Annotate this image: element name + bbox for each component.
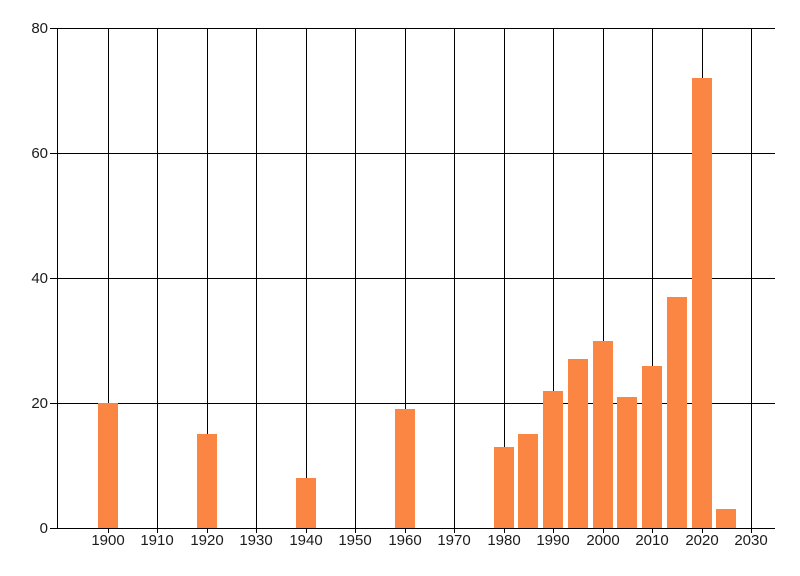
x-tick-label: 1930	[239, 532, 273, 549]
bar	[395, 409, 415, 528]
x-tick-label: 1910	[140, 532, 174, 549]
bar	[568, 359, 588, 528]
h-gridline	[50, 153, 775, 154]
x-tick-label: 1950	[338, 532, 372, 549]
x-tick-label: 1970	[437, 532, 471, 549]
x-tick-label: 1990	[536, 532, 570, 549]
x-tick-label: 2030	[734, 532, 768, 549]
x-tick-label: 1920	[190, 532, 224, 549]
bar	[197, 434, 217, 528]
v-gridline	[751, 28, 752, 533]
bar	[98, 403, 118, 528]
h-gridline	[50, 278, 775, 279]
y-tick-label: 40	[31, 270, 48, 287]
x-tick-label: 1940	[289, 532, 323, 549]
bar	[593, 340, 613, 528]
x-tick-label: 1980	[487, 532, 521, 549]
x-tick-label: 2000	[586, 532, 620, 549]
bar	[642, 365, 662, 528]
y-tick-label: 20	[31, 395, 48, 412]
bar	[494, 446, 514, 528]
v-gridline	[652, 28, 653, 533]
y-tick-label: 60	[31, 145, 48, 162]
y-tick-label: 80	[31, 20, 48, 37]
bar	[692, 78, 712, 528]
v-gridline	[355, 28, 356, 533]
v-gridline	[207, 28, 208, 533]
bar	[667, 296, 687, 528]
h-gridline	[50, 28, 775, 29]
h-gridline	[50, 403, 775, 404]
v-gridline	[157, 28, 158, 533]
y-axis-line	[57, 28, 58, 528]
bar	[518, 434, 538, 528]
x-tick-label: 1900	[91, 532, 125, 549]
y-tick-label: 0	[39, 520, 48, 537]
bar	[543, 390, 563, 528]
x-tick-label: 2010	[635, 532, 669, 549]
bar	[296, 478, 316, 528]
bar	[617, 396, 637, 528]
v-gridline	[454, 28, 455, 533]
v-gridline	[553, 28, 554, 533]
v-gridline	[306, 28, 307, 533]
v-gridline	[504, 28, 505, 533]
x-axis-line	[50, 528, 775, 529]
v-gridline	[603, 28, 604, 533]
x-tick-label: 2020	[685, 532, 719, 549]
v-gridline	[256, 28, 257, 533]
bar	[716, 509, 736, 528]
v-gridline	[405, 28, 406, 533]
x-tick-label: 1960	[388, 532, 422, 549]
v-gridline	[108, 28, 109, 533]
